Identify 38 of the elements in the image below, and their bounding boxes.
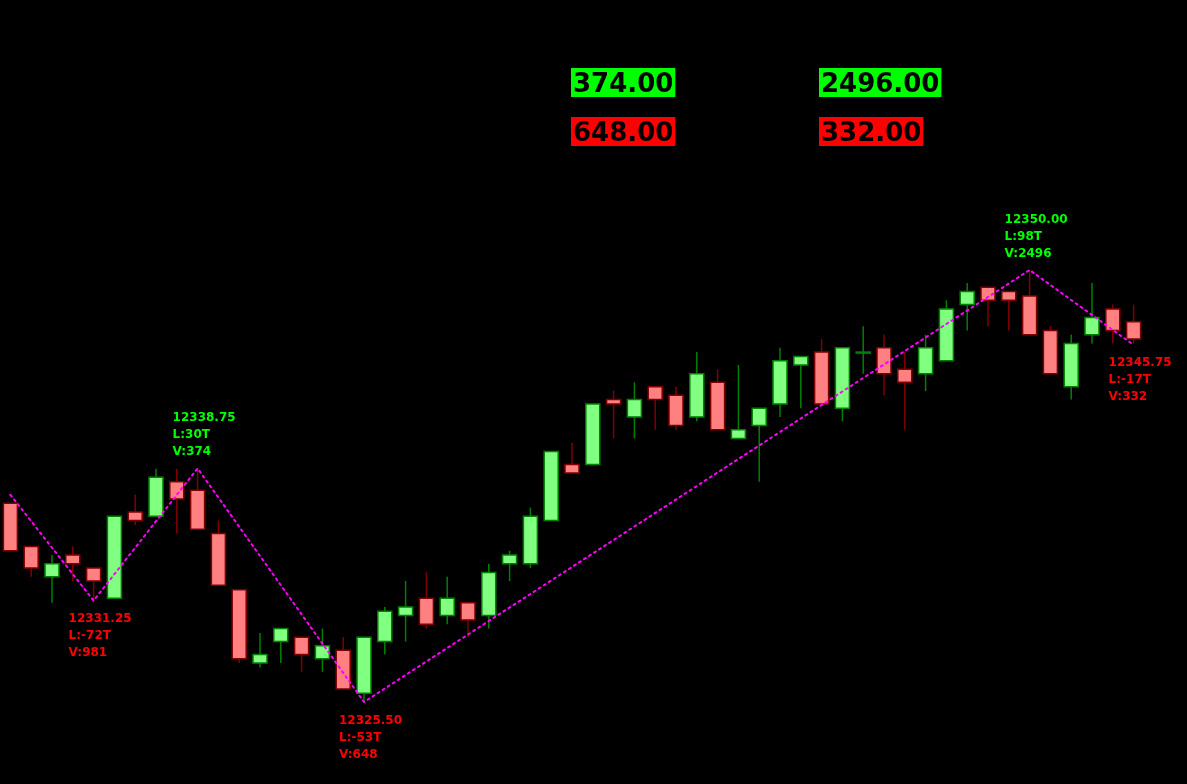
text: 648.00 [573,117,674,147]
candlestick [855,325,871,375]
candlestick [897,351,913,431]
text: 374.00 [573,68,674,98]
data-label: 12325.50 L:-53T V:648 [339,712,403,761]
candlestick [1084,282,1100,345]
text: 2496.00 [821,68,940,98]
candlestick [314,627,331,673]
candlestick [501,550,518,582]
candlestick [751,407,767,483]
candlestick [959,282,975,332]
candlestick [397,580,414,643]
candlestick [605,390,622,440]
candlestick [252,632,268,669]
candlestick [439,575,455,625]
candlestick [730,364,747,440]
candlestick [980,286,996,327]
candlestick [169,467,185,535]
data-label: 12338.75 L:30T V:374 [172,409,236,458]
candlestick [23,545,39,578]
candlestick [1001,290,1017,332]
candlestick [273,627,289,664]
data-label: 12350.00 L:98T V:2496 [1004,211,1068,260]
candlestick [85,567,102,604]
candlestick [127,493,143,526]
candlestick [65,545,81,582]
data-label: 12345.75 L:-17T V:332 [1108,355,1172,404]
candlestick [793,355,809,409]
candlestick [1105,303,1121,345]
candlestick [626,381,643,440]
candlestick [460,601,476,638]
candlestick [647,385,663,431]
candlestick [293,636,310,673]
candlestick [44,554,60,604]
candlestick [1125,303,1142,345]
candlestick [564,442,580,474]
text: 332.00 [821,117,922,147]
data-label: 12331.25 L:-72T V:981 [68,611,132,660]
